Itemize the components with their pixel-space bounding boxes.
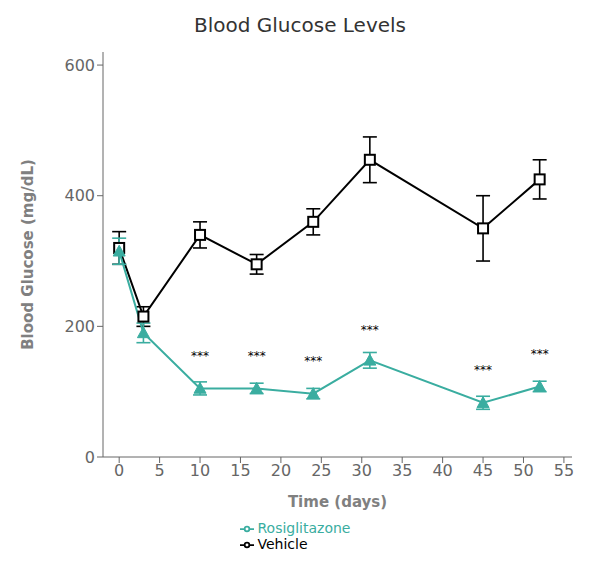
svg-text:400: 400 <box>64 186 95 205</box>
html-text:Blood Glucose Levels: Blood Glucose Levels <box>194 13 406 37</box>
svg-text:20: 20 <box>271 461 291 480</box>
svg-text:0: 0 <box>85 448 95 467</box>
svg-text:10: 10 <box>190 461 210 480</box>
svg-text:Blood Glucose (mg/dL): Blood Glucose (mg/dL) <box>19 159 37 350</box>
svg-text:***: *** <box>531 347 549 361</box>
svg-text:45: 45 <box>473 461 493 480</box>
svg-text:55: 55 <box>554 461 574 480</box>
svg-text:5: 5 <box>155 461 165 480</box>
svg-text:200: 200 <box>64 317 95 336</box>
svg-text:0: 0 <box>114 461 124 480</box>
svg-text:25: 25 <box>311 461 331 480</box>
svg-text:Time (days): Time (days) <box>288 493 387 511</box>
svg-text:35: 35 <box>392 461 412 480</box>
html-text:Vehicle: Vehicle <box>257 536 308 552</box>
html-text:Rosiglitazone: Rosiglitazone <box>257 520 351 536</box>
svg-text:50: 50 <box>513 461 533 480</box>
svg-text:***: *** <box>474 363 492 377</box>
svg-text:30: 30 <box>352 461 372 480</box>
svg-text:15: 15 <box>230 461 250 480</box>
svg-text:***: *** <box>304 354 322 368</box>
svg-text:***: *** <box>248 349 266 363</box>
svg-text:600: 600 <box>64 56 95 75</box>
svg-text:***: *** <box>191 349 209 363</box>
svg-text:***: *** <box>361 323 379 337</box>
svg-text:40: 40 <box>432 461 452 480</box>
